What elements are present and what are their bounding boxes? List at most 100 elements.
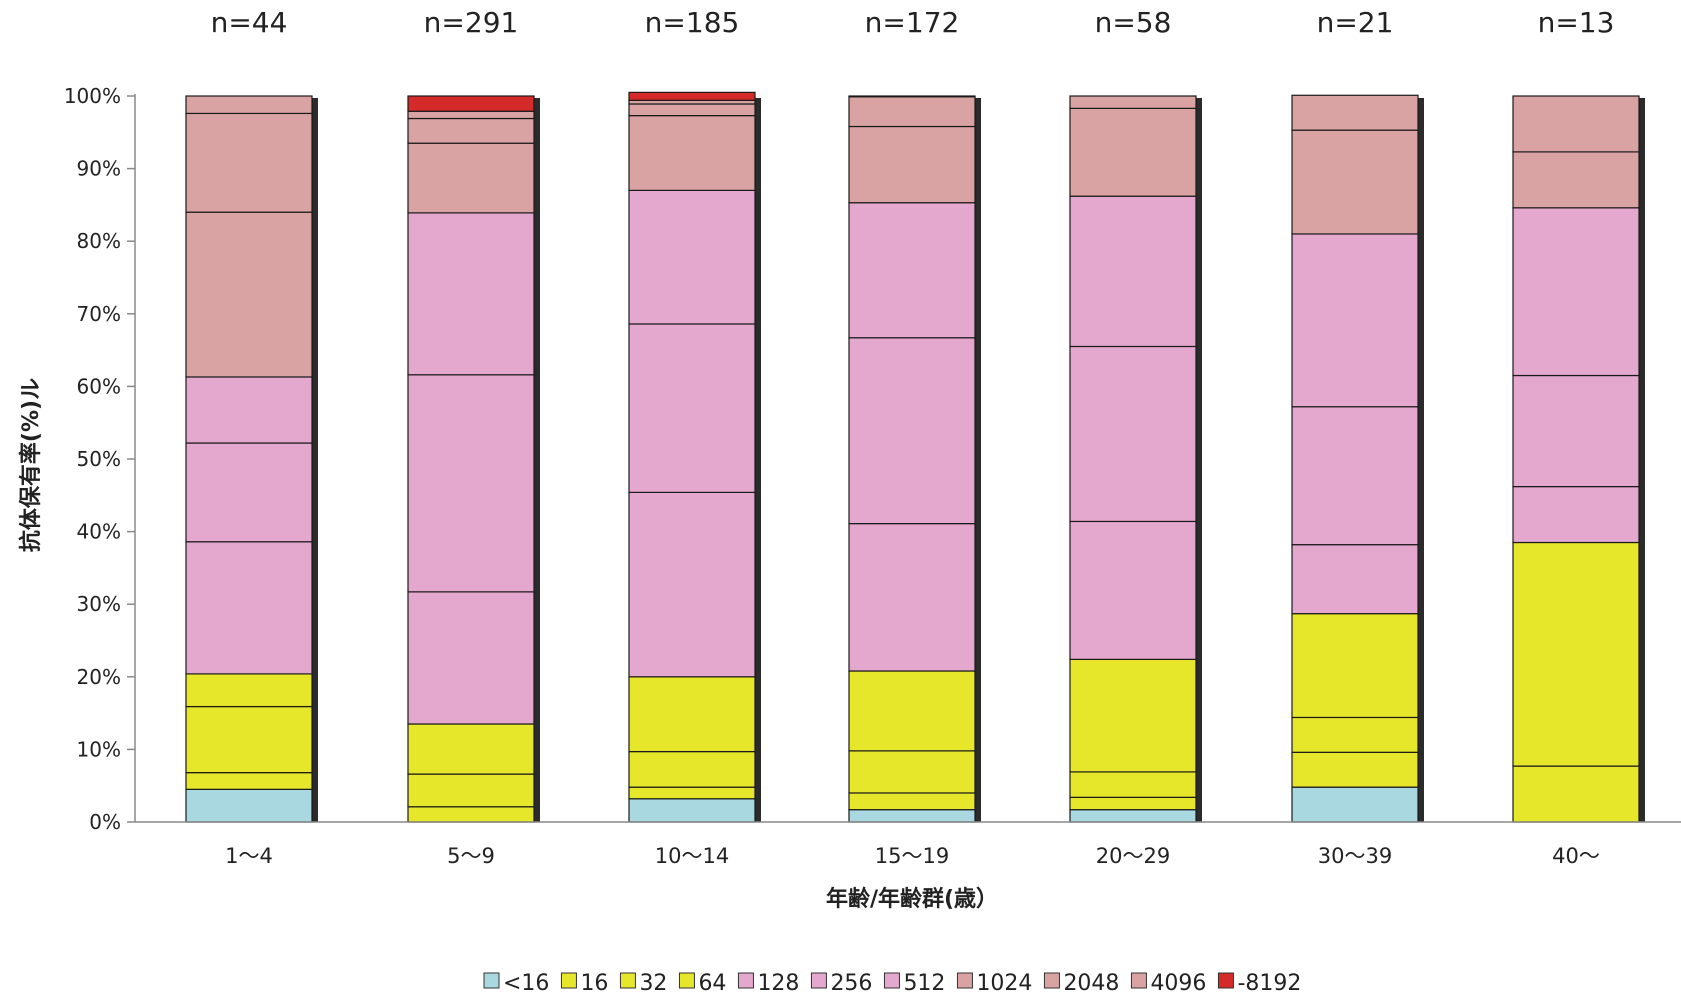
sample-size-label: n=21: [1317, 6, 1394, 39]
bar-segment: [1292, 407, 1418, 545]
bar-segment: [629, 116, 755, 191]
sample-size-label: n=58: [1095, 6, 1172, 39]
sample-size-label: n=185: [645, 6, 740, 39]
bar-segment: [408, 724, 534, 774]
bar-segment: [849, 751, 975, 793]
bar-segment: [849, 671, 975, 751]
bar-segment: [1292, 752, 1418, 787]
legend-label: 512: [903, 971, 945, 996]
x-tick-label: 30～39: [1318, 844, 1392, 868]
legend-label: 4096: [1150, 971, 1206, 996]
legend-swatch: [679, 973, 694, 988]
y-tick-label: 10%: [77, 737, 121, 761]
x-tick-label: 5～9: [447, 844, 495, 868]
bar-segment: [186, 789, 312, 822]
legend-label: 64: [698, 971, 726, 996]
x-tick-label: 20～29: [1096, 844, 1170, 868]
legend-swatch: [561, 973, 576, 988]
bar-segment: [849, 524, 975, 671]
bar-segment: [1070, 108, 1196, 196]
bar-segment: [186, 674, 312, 707]
bar-segment: [849, 126, 975, 202]
bar-segment: [1292, 95, 1418, 130]
x-tick-label: 40～: [1552, 844, 1600, 868]
y-tick-label: 40%: [77, 520, 121, 544]
legend-label: 16: [580, 971, 608, 996]
bar-segment: [629, 787, 755, 799]
y-tick-label: 20%: [77, 665, 121, 689]
y-tick-label: 100%: [64, 84, 121, 108]
bar-segment: [629, 799, 755, 822]
bar-shadow: [755, 98, 761, 822]
bar-segment: [849, 97, 975, 127]
x-tick-label: 15～19: [875, 844, 949, 868]
x-axis-title: 年齢/年齢群(歳）: [826, 886, 998, 912]
bar-segment: [408, 213, 534, 375]
bar-segment: [408, 592, 534, 724]
bar-segment: [1292, 787, 1418, 822]
y-tick-label: 90%: [77, 157, 121, 181]
legend-swatch: [484, 973, 499, 988]
y-tick-label: 30%: [77, 592, 121, 616]
bar-segment: [1070, 196, 1196, 346]
bar-segment: [849, 810, 975, 822]
bar-segment: [408, 807, 534, 822]
sample-size-labels: n=44 n=291 n=185 n=172 n=58 n=21 n=13: [211, 6, 1615, 39]
bar-segment: [1070, 810, 1196, 822]
bar-segment: [849, 338, 975, 524]
bar-stack: [629, 92, 761, 822]
x-axis: 1～4 5～9 10～14 15～19 20～29 30～39 40～: [135, 822, 1681, 868]
bar-segment: [1513, 766, 1639, 822]
legend-swatch: [884, 973, 899, 988]
bar-shadow: [1196, 98, 1202, 822]
sample-size-label: n=44: [211, 6, 288, 39]
bar-segment: [1292, 545, 1418, 614]
bar-segment: [1513, 152, 1639, 208]
bar-segment: [408, 143, 534, 213]
bar-segment: [186, 707, 312, 773]
legend-swatch: [1218, 973, 1233, 988]
sample-size-label: n=13: [1538, 6, 1615, 39]
bar-shadow: [975, 98, 981, 822]
bar-stack: [849, 96, 981, 822]
bar-shadow: [1418, 98, 1424, 822]
bar-segment: [408, 111, 534, 118]
bar-segment: [1292, 130, 1418, 234]
bar-segment: [629, 492, 755, 676]
bar-segment: [1292, 717, 1418, 752]
bar-segment: [1070, 772, 1196, 797]
legend-swatch: [620, 973, 635, 988]
legend-label: -8192: [1237, 971, 1301, 996]
legend-swatch: [738, 973, 753, 988]
bar-segment: [186, 212, 312, 377]
legend-label: 1024: [976, 971, 1032, 996]
sample-size-label: n=172: [865, 6, 960, 39]
legend-label: 32: [639, 971, 667, 996]
bar-segment: [849, 793, 975, 810]
x-tick-label: 10～14: [655, 844, 729, 868]
bar-segment: [1513, 208, 1639, 376]
bar-segment: [1513, 487, 1639, 543]
legend-label: 256: [830, 971, 872, 996]
bar-segment: [629, 752, 755, 788]
bar-segment: [186, 113, 312, 212]
bar-segment: [186, 542, 312, 674]
bar-stack: [1070, 96, 1202, 822]
legend-swatch: [1131, 973, 1146, 988]
bar-segment: [1292, 234, 1418, 407]
bar-segment: [1513, 96, 1639, 152]
bar-segment: [186, 443, 312, 542]
y-tick-label: 50%: [77, 447, 121, 471]
bar-segment: [186, 377, 312, 443]
bar-segment: [408, 96, 534, 111]
bar-segment: [1070, 797, 1196, 809]
y-tick-label: 80%: [77, 229, 121, 253]
sample-size-label: n=291: [424, 6, 519, 39]
legend-label: <16: [503, 971, 549, 996]
bar-segment: [629, 104, 755, 116]
bar-segment: [1070, 96, 1196, 108]
bar-segment: [1070, 659, 1196, 772]
x-tick-label: 1～4: [225, 844, 273, 868]
bar-segment: [1513, 542, 1639, 766]
